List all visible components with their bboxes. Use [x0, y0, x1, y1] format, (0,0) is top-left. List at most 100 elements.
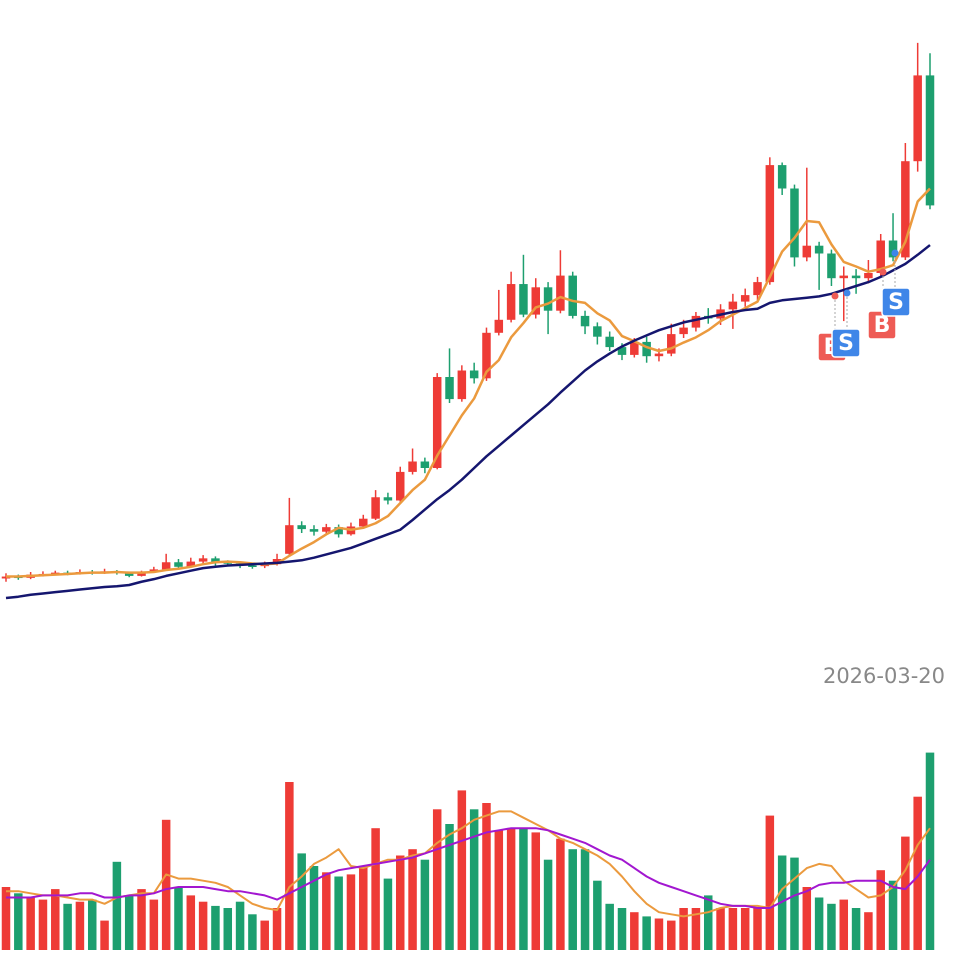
volume-bar [432, 809, 442, 950]
badge-dot [843, 289, 851, 297]
candle-body [617, 347, 627, 355]
candle-body [457, 370, 467, 400]
volume-bar [531, 832, 541, 950]
volume-bar [593, 880, 602, 950]
volume-bar [260, 920, 269, 950]
candle-body [913, 75, 922, 162]
candle-body [297, 525, 306, 530]
candle-body [322, 527, 331, 532]
volume-bar [285, 782, 294, 950]
candle-body [420, 461, 430, 468]
volume-bar [679, 908, 688, 950]
volume-bar [876, 870, 885, 950]
badge-label: B [874, 313, 891, 338]
volume-bar [309, 866, 319, 950]
candle-body [827, 253, 836, 279]
volume-bar [75, 901, 85, 950]
volume-bar [642, 916, 651, 950]
badge-dot [831, 292, 839, 300]
badge-label: S [888, 290, 904, 315]
candle-body [790, 188, 799, 258]
volume-bar [420, 859, 430, 950]
volume-bar [494, 830, 504, 950]
volume-bar [137, 889, 146, 950]
candle-body [864, 273, 873, 279]
candle-body [482, 332, 491, 379]
volume-bar [482, 803, 491, 950]
candle-body [395, 471, 405, 501]
candle-body [334, 527, 343, 535]
candle-body [642, 341, 651, 357]
candle-body [630, 341, 639, 355]
candle-body [432, 377, 442, 468]
volume-bar [691, 908, 701, 950]
candle-body [679, 327, 688, 335]
candle-body [161, 562, 171, 570]
volume-bar [395, 855, 405, 950]
candle-body [371, 497, 380, 519]
volume-bar [198, 901, 208, 950]
volume-bar [519, 828, 528, 950]
candle-body [888, 240, 898, 258]
volume-bar [112, 861, 122, 950]
volume-bar [740, 908, 750, 950]
volume-bar [703, 895, 713, 950]
candle-body [876, 240, 885, 273]
candle-body [198, 558, 208, 562]
candle-body [469, 370, 479, 379]
volume-bar [100, 920, 109, 950]
candle-body [580, 315, 590, 327]
volume-bar [161, 819, 171, 950]
badge [881, 287, 911, 317]
volume-bar [235, 901, 245, 950]
volume-bar [38, 899, 48, 950]
volume-bar [334, 876, 343, 950]
volume-bar [248, 914, 257, 950]
candle-body [211, 558, 220, 563]
volume-bar [716, 908, 725, 950]
candle-body [753, 282, 762, 296]
volume-bar [149, 899, 159, 950]
candle-body [124, 572, 134, 576]
volume-bar [580, 849, 590, 950]
badge-label: S [838, 331, 854, 356]
candle-body [137, 572, 146, 576]
volume-bar [124, 895, 134, 950]
candle-body [667, 334, 676, 354]
candle-body [285, 525, 294, 554]
volume-bar [667, 920, 676, 950]
candle-body [568, 275, 577, 316]
volume-bar [469, 809, 479, 950]
candle-body [531, 287, 541, 315]
volume-bar [765, 815, 775, 950]
date-label: 2026-03-20 [823, 664, 945, 688]
candle-body [740, 295, 750, 302]
volume-bar [568, 849, 577, 950]
volume-bar [630, 912, 639, 950]
candle-body [605, 336, 614, 348]
volume-bar [223, 908, 233, 950]
volume-bar [605, 903, 614, 950]
volume-bar [211, 905, 220, 950]
candle-body [728, 301, 738, 310]
candle-body [174, 562, 183, 567]
candle-body [309, 529, 319, 532]
volume-bar [383, 878, 393, 950]
candle-body [506, 284, 516, 320]
candle-body [383, 497, 393, 501]
volume-bar [408, 849, 417, 950]
badge-dot [891, 249, 899, 257]
volume-bar [186, 895, 196, 950]
volume-bar [506, 828, 516, 950]
volume-bar [371, 828, 380, 950]
volume-bar [851, 908, 861, 950]
volume-bar [827, 903, 836, 950]
candle-body [593, 326, 602, 337]
candle-body [445, 377, 454, 400]
volume-bar [297, 853, 306, 950]
candle-body [802, 245, 812, 258]
badge-dot [879, 268, 887, 276]
candle-body [556, 275, 565, 311]
volume-bar [14, 893, 23, 950]
